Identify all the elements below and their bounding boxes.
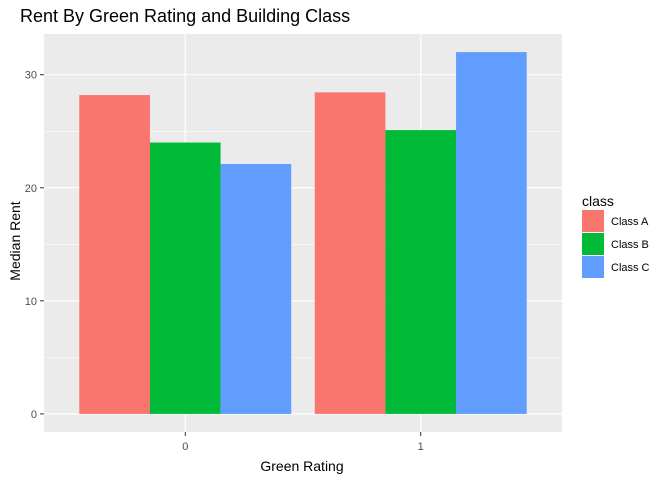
bar-class-c-0	[220, 164, 292, 414]
legend-title: class	[582, 193, 614, 209]
y-tick-label: 10	[25, 296, 37, 308]
legend: class Class A Class B Class C	[582, 193, 650, 278]
bar-class-c-1	[456, 52, 527, 414]
y-tick-label: 0	[31, 409, 37, 421]
y-tick-label: 20	[25, 183, 37, 195]
legend-label: Class A	[611, 216, 649, 228]
y-axis-label: Median Rent	[7, 201, 23, 280]
bar-class-b-1	[385, 130, 457, 414]
bar-class-a-1	[314, 92, 386, 414]
x-tick-label: 0	[182, 441, 188, 453]
legend-swatch-class-b	[582, 233, 604, 255]
bar-class-a-0	[79, 95, 150, 414]
legend-label: Class C	[611, 262, 650, 274]
bars-group	[79, 52, 527, 414]
x-axis-label: Green Rating	[260, 458, 343, 474]
legend-swatch-class-c	[582, 256, 604, 278]
bar-class-b-0	[149, 142, 221, 414]
y-tick-label: 30	[25, 70, 37, 82]
chart-title: Rent By Green Rating and Building Class	[20, 6, 350, 26]
y-axis: 0 10 20 30	[25, 70, 44, 421]
legend-label: Class B	[611, 239, 649, 251]
x-tick-label: 1	[418, 441, 424, 453]
legend-swatch-class-a	[582, 210, 604, 232]
